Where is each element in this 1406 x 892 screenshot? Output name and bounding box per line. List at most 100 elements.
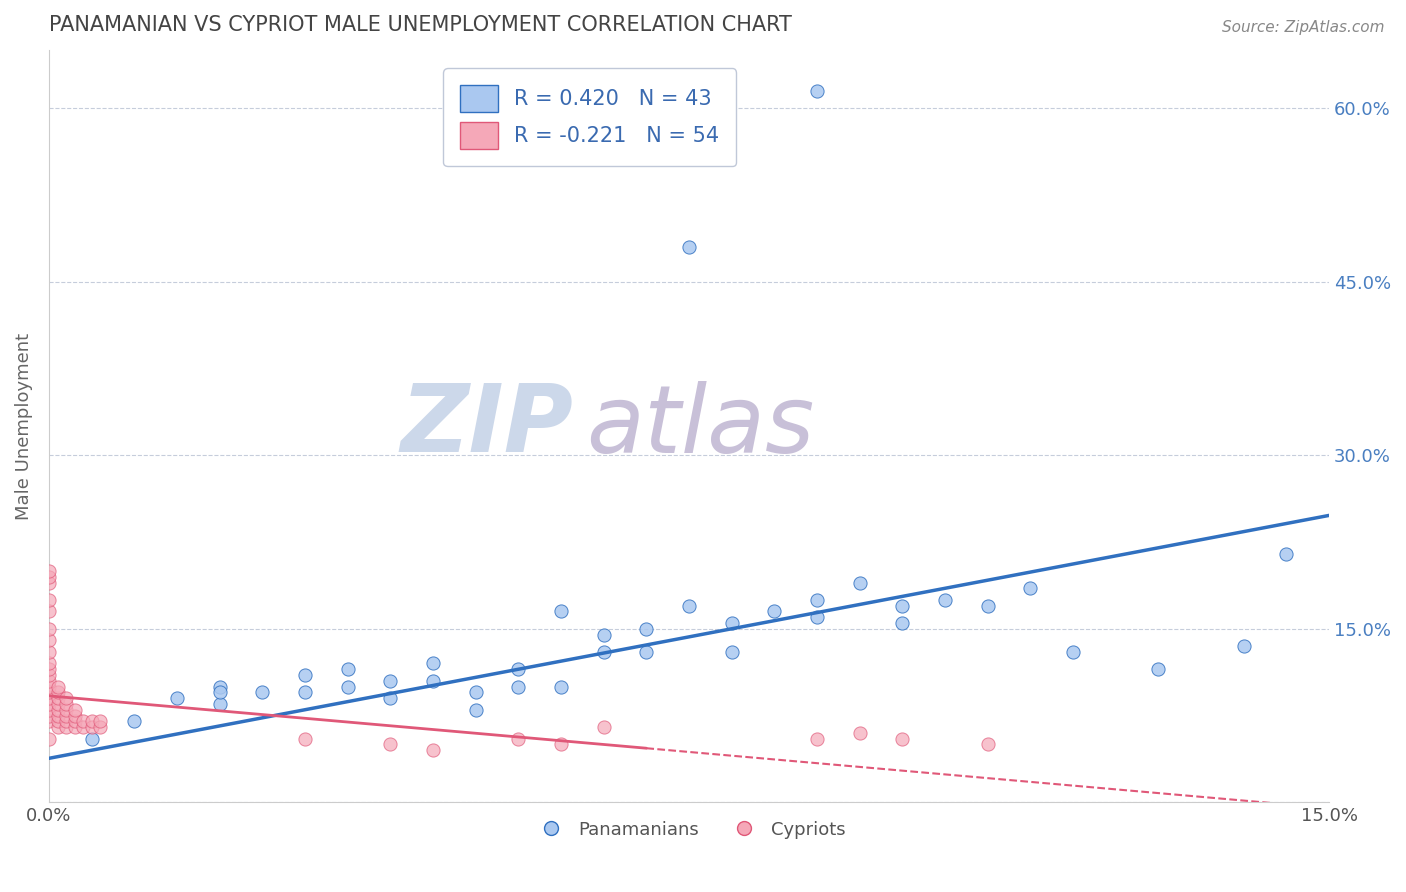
Point	[63, 720, 86, 734]
Point	[592, 645, 614, 659]
Point	[55, 703, 77, 717]
Point	[80, 720, 103, 734]
Point	[38, 592, 60, 607]
Point	[678, 240, 700, 254]
Text: Source: ZipAtlas.com: Source: ZipAtlas.com	[1222, 20, 1385, 35]
Point	[380, 691, 402, 706]
Point	[72, 714, 94, 729]
Point	[208, 680, 231, 694]
Point	[38, 570, 60, 584]
Point	[720, 615, 742, 630]
Point	[80, 731, 103, 746]
Point	[422, 673, 444, 688]
Point	[55, 708, 77, 723]
Point	[46, 697, 69, 711]
Point	[38, 731, 60, 746]
Point	[464, 703, 486, 717]
Point	[336, 680, 359, 694]
Point	[550, 604, 572, 618]
Point	[89, 720, 111, 734]
Point	[38, 564, 60, 578]
Point	[208, 685, 231, 699]
Point	[55, 720, 77, 734]
Point	[46, 680, 69, 694]
Point	[38, 645, 60, 659]
Point	[38, 703, 60, 717]
Point	[208, 697, 231, 711]
Point	[38, 604, 60, 618]
Point	[46, 685, 69, 699]
Point	[55, 697, 77, 711]
Point	[38, 668, 60, 682]
Point	[550, 738, 572, 752]
Point	[934, 592, 956, 607]
Point	[166, 691, 188, 706]
Point	[592, 720, 614, 734]
Point	[508, 662, 530, 676]
Point	[976, 599, 998, 613]
Point	[848, 726, 870, 740]
Point	[38, 673, 60, 688]
Point	[38, 622, 60, 636]
Point	[46, 703, 69, 717]
Point	[38, 575, 60, 590]
Legend: Panamanians, Cypriots: Panamanians, Cypriots	[526, 814, 852, 846]
Point	[1019, 582, 1042, 596]
Text: PANAMANIAN VS CYPRIOT MALE UNEMPLOYMENT CORRELATION CHART: PANAMANIAN VS CYPRIOT MALE UNEMPLOYMENT …	[49, 15, 792, 35]
Point	[806, 592, 828, 607]
Point	[38, 657, 60, 671]
Point	[422, 743, 444, 757]
Point	[38, 708, 60, 723]
Point	[806, 731, 828, 746]
Point	[422, 657, 444, 671]
Point	[976, 738, 998, 752]
Point	[464, 685, 486, 699]
Point	[1275, 547, 1298, 561]
Point	[294, 731, 316, 746]
Point	[46, 691, 69, 706]
Point	[592, 627, 614, 641]
Point	[550, 680, 572, 694]
Point	[806, 610, 828, 624]
Point	[848, 575, 870, 590]
Point	[636, 622, 658, 636]
Point	[336, 662, 359, 676]
Point	[508, 680, 530, 694]
Point	[38, 633, 60, 648]
Point	[72, 720, 94, 734]
Point	[38, 714, 60, 729]
Point	[891, 731, 914, 746]
Point	[63, 708, 86, 723]
Point	[636, 645, 658, 659]
Point	[38, 685, 60, 699]
Point	[1233, 639, 1256, 653]
Point	[508, 731, 530, 746]
Point	[38, 680, 60, 694]
Point	[63, 703, 86, 717]
Point	[46, 708, 69, 723]
Point	[124, 714, 146, 729]
Point	[38, 691, 60, 706]
Point	[80, 714, 103, 729]
Point	[678, 599, 700, 613]
Point	[891, 615, 914, 630]
Point	[294, 668, 316, 682]
Point	[63, 714, 86, 729]
Point	[806, 84, 828, 98]
Point	[763, 604, 786, 618]
Text: atlas: atlas	[586, 381, 815, 472]
Point	[720, 645, 742, 659]
Point	[294, 685, 316, 699]
Point	[89, 714, 111, 729]
Point	[38, 662, 60, 676]
Point	[55, 691, 77, 706]
Text: ZIP: ZIP	[401, 380, 574, 473]
Point	[380, 738, 402, 752]
Point	[55, 714, 77, 729]
Point	[380, 673, 402, 688]
Point	[38, 697, 60, 711]
Y-axis label: Male Unemployment: Male Unemployment	[15, 333, 32, 520]
Point	[252, 685, 274, 699]
Point	[891, 599, 914, 613]
Point	[1147, 662, 1170, 676]
